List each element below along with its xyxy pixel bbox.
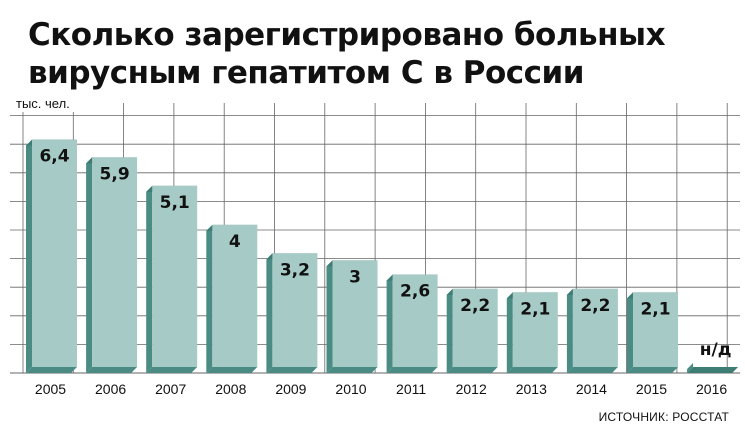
x-tick-label: 2006 — [95, 381, 126, 397]
bar — [152, 185, 198, 367]
bar — [572, 288, 618, 367]
bar-side — [326, 260, 333, 373]
bar-side — [386, 274, 393, 373]
chart-title: Сколько зарегистрировано больных вирусны… — [28, 16, 728, 92]
bar-bottom — [26, 367, 77, 373]
bar — [32, 139, 77, 367]
bar-value-label: 5,9 — [100, 164, 130, 184]
bar-value-label: 2,6 — [400, 282, 430, 302]
bar-bottom — [386, 367, 438, 373]
bar-value-label: 4 — [229, 232, 241, 252]
bar-value-label: 2,2 — [580, 296, 610, 316]
bar-value-label: 2,1 — [640, 299, 670, 319]
bar-side — [206, 224, 213, 373]
bar — [272, 253, 318, 367]
x-tick-label: 2009 — [275, 381, 306, 397]
x-tick-label: 2013 — [516, 381, 547, 397]
chart-title-line-2: вирусным гепатитом С в России — [28, 55, 585, 91]
bar-side — [627, 292, 633, 373]
bar-bottom — [146, 367, 198, 373]
bar-bottom — [206, 367, 258, 373]
x-tick-label: 2016 — [696, 381, 727, 397]
bar-value-label: 3,2 — [280, 260, 310, 280]
x-tick-label: 2008 — [215, 381, 246, 397]
x-tick-label: 2011 — [396, 381, 426, 397]
chart-title-line-1: Сколько зарегистрировано больных — [28, 17, 666, 53]
source-note: ИСТОЧНИК: РОССТАТ — [598, 410, 729, 424]
x-tick-label: 2012 — [456, 381, 487, 397]
bar-bottom — [566, 367, 618, 373]
bar-value-label: 6,4 — [39, 147, 69, 167]
bar-bottom — [627, 367, 678, 373]
x-tick-label: 2014 — [576, 381, 607, 397]
bar-value-label: 2,1 — [520, 299, 550, 319]
x-tick-label: 2010 — [335, 381, 366, 397]
bar — [212, 224, 258, 367]
x-tick-label: 2005 — [35, 381, 66, 397]
bar-value-label: 5,1 — [160, 193, 190, 213]
bar-bottom — [326, 367, 378, 373]
bar — [452, 288, 498, 367]
bar-bottom — [687, 367, 739, 373]
bar — [392, 274, 438, 367]
bar-side — [566, 288, 573, 373]
bar-bottom — [506, 367, 558, 373]
x-tick-label: 2007 — [155, 381, 186, 397]
unit-label: тыс. чел. — [16, 96, 70, 111]
bar-bottom — [446, 367, 498, 373]
unit-label-bg — [12, 92, 90, 112]
bar-side — [506, 292, 513, 373]
x-tick-label: 2015 — [636, 381, 667, 397]
bar — [92, 157, 138, 367]
bar-side — [86, 157, 93, 373]
bar — [332, 260, 378, 367]
bar-value-label: 2,2 — [460, 296, 490, 316]
bar-bottom — [266, 367, 318, 373]
bar — [633, 292, 678, 367]
bar — [512, 292, 558, 367]
bar-side — [687, 363, 694, 373]
bar-value-label: 3 — [349, 267, 361, 287]
bar-side — [446, 288, 453, 373]
bar-side — [146, 185, 153, 373]
bar-bottom — [86, 367, 138, 373]
bar-side — [266, 253, 273, 373]
bar-value-label: н/д — [700, 340, 732, 360]
bar-side — [26, 139, 32, 373]
